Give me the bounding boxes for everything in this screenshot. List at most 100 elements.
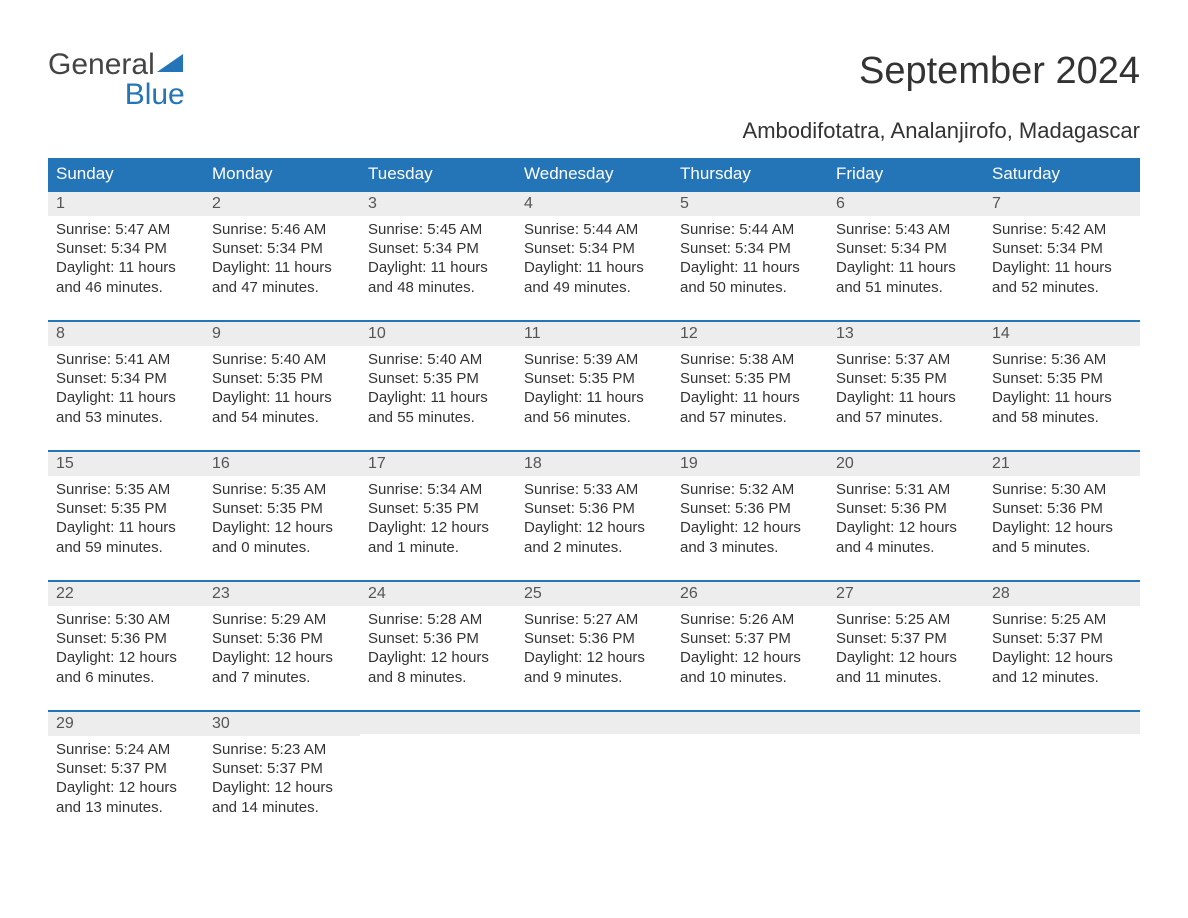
- day-details: Sunrise: 5:32 AMSunset: 5:36 PMDaylight:…: [672, 476, 828, 565]
- daylight-line: Daylight: 12 hours and 10 minutes.: [680, 648, 820, 686]
- logo-text-blue: Blue: [125, 80, 185, 110]
- day-details: Sunrise: 5:38 AMSunset: 5:35 PMDaylight:…: [672, 346, 828, 435]
- sail-icon: [157, 50, 185, 80]
- calendar-day-cell: 18Sunrise: 5:33 AMSunset: 5:36 PMDayligh…: [516, 450, 672, 580]
- day-number: 19: [672, 450, 828, 476]
- sunrise-line: Sunrise: 5:44 AM: [680, 220, 820, 239]
- sunset-line: Sunset: 5:34 PM: [680, 239, 820, 258]
- sunrise-line: Sunrise: 5:34 AM: [368, 480, 508, 499]
- sunrise-line: Sunrise: 5:36 AM: [992, 350, 1132, 369]
- daylight-line: Daylight: 12 hours and 11 minutes.: [836, 648, 976, 686]
- day-details: Sunrise: 5:44 AMSunset: 5:34 PMDaylight:…: [672, 216, 828, 305]
- day-details: Sunrise: 5:23 AMSunset: 5:37 PMDaylight:…: [204, 736, 360, 825]
- daylight-line: Daylight: 11 hours and 52 minutes.: [992, 258, 1132, 296]
- sunrise-line: Sunrise: 5:37 AM: [836, 350, 976, 369]
- sunset-line: Sunset: 5:36 PM: [524, 629, 664, 648]
- sunrise-line: Sunrise: 5:31 AM: [836, 480, 976, 499]
- empty-day-bar: [828, 710, 984, 734]
- day-details: Sunrise: 5:44 AMSunset: 5:34 PMDaylight:…: [516, 216, 672, 305]
- sunrise-line: Sunrise: 5:26 AM: [680, 610, 820, 629]
- calendar-week-row: 22Sunrise: 5:30 AMSunset: 5:36 PMDayligh…: [48, 580, 1140, 710]
- day-number: 7: [984, 190, 1140, 216]
- weekday-header: Monday: [204, 158, 360, 190]
- day-number: 24: [360, 580, 516, 606]
- calendar-day-cell: [984, 710, 1140, 840]
- calendar-day-cell: 15Sunrise: 5:35 AMSunset: 5:35 PMDayligh…: [48, 450, 204, 580]
- calendar-day-cell: 22Sunrise: 5:30 AMSunset: 5:36 PMDayligh…: [48, 580, 204, 710]
- calendar-day-cell: [828, 710, 984, 840]
- daylight-line: Daylight: 11 hours and 50 minutes.: [680, 258, 820, 296]
- calendar-day-cell: 9Sunrise: 5:40 AMSunset: 5:35 PMDaylight…: [204, 320, 360, 450]
- calendar-day-cell: 11Sunrise: 5:39 AMSunset: 5:35 PMDayligh…: [516, 320, 672, 450]
- day-details: Sunrise: 5:25 AMSunset: 5:37 PMDaylight:…: [828, 606, 984, 695]
- sunrise-line: Sunrise: 5:33 AM: [524, 480, 664, 499]
- daylight-line: Daylight: 11 hours and 51 minutes.: [836, 258, 976, 296]
- daylight-line: Daylight: 11 hours and 53 minutes.: [56, 388, 196, 426]
- sunrise-line: Sunrise: 5:25 AM: [836, 610, 976, 629]
- daylight-line: Daylight: 11 hours and 58 minutes.: [992, 388, 1132, 426]
- calendar-day-cell: 2Sunrise: 5:46 AMSunset: 5:34 PMDaylight…: [204, 190, 360, 320]
- day-number: 13: [828, 320, 984, 346]
- sunrise-line: Sunrise: 5:40 AM: [368, 350, 508, 369]
- day-details: Sunrise: 5:31 AMSunset: 5:36 PMDaylight:…: [828, 476, 984, 565]
- empty-day-bar: [984, 710, 1140, 734]
- daylight-line: Daylight: 11 hours and 57 minutes.: [836, 388, 976, 426]
- sunrise-line: Sunrise: 5:30 AM: [992, 480, 1132, 499]
- calendar-week-row: 1Sunrise: 5:47 AMSunset: 5:34 PMDaylight…: [48, 190, 1140, 320]
- sunrise-line: Sunrise: 5:46 AM: [212, 220, 352, 239]
- sunset-line: Sunset: 5:35 PM: [56, 499, 196, 518]
- sunrise-line: Sunrise: 5:40 AM: [212, 350, 352, 369]
- day-details: Sunrise: 5:45 AMSunset: 5:34 PMDaylight:…: [360, 216, 516, 305]
- sunrise-line: Sunrise: 5:27 AM: [524, 610, 664, 629]
- sunset-line: Sunset: 5:35 PM: [992, 369, 1132, 388]
- weekday-header: Thursday: [672, 158, 828, 190]
- sunrise-line: Sunrise: 5:29 AM: [212, 610, 352, 629]
- calendar-day-cell: [516, 710, 672, 840]
- sunset-line: Sunset: 5:34 PM: [212, 239, 352, 258]
- day-details: Sunrise: 5:36 AMSunset: 5:35 PMDaylight:…: [984, 346, 1140, 435]
- sunrise-line: Sunrise: 5:47 AM: [56, 220, 196, 239]
- sunset-line: Sunset: 5:37 PM: [56, 759, 196, 778]
- day-details: Sunrise: 5:24 AMSunset: 5:37 PMDaylight:…: [48, 736, 204, 825]
- sunrise-line: Sunrise: 5:35 AM: [56, 480, 196, 499]
- header: General Blue September 2024: [48, 50, 1140, 110]
- calendar-day-cell: 28Sunrise: 5:25 AMSunset: 5:37 PMDayligh…: [984, 580, 1140, 710]
- day-number: 26: [672, 580, 828, 606]
- sunset-line: Sunset: 5:35 PM: [680, 369, 820, 388]
- day-number: 20: [828, 450, 984, 476]
- weekday-header: Saturday: [984, 158, 1140, 190]
- calendar-day-cell: 24Sunrise: 5:28 AMSunset: 5:36 PMDayligh…: [360, 580, 516, 710]
- calendar-day-cell: 27Sunrise: 5:25 AMSunset: 5:37 PMDayligh…: [828, 580, 984, 710]
- calendar-day-cell: 5Sunrise: 5:44 AMSunset: 5:34 PMDaylight…: [672, 190, 828, 320]
- daylight-line: Daylight: 11 hours and 56 minutes.: [524, 388, 664, 426]
- day-number: 10: [360, 320, 516, 346]
- calendar-week-row: 29Sunrise: 5:24 AMSunset: 5:37 PMDayligh…: [48, 710, 1140, 840]
- calendar-day-cell: 1Sunrise: 5:47 AMSunset: 5:34 PMDaylight…: [48, 190, 204, 320]
- sunrise-line: Sunrise: 5:39 AM: [524, 350, 664, 369]
- sunrise-line: Sunrise: 5:28 AM: [368, 610, 508, 629]
- day-details: Sunrise: 5:46 AMSunset: 5:34 PMDaylight:…: [204, 216, 360, 305]
- calendar-day-cell: 7Sunrise: 5:42 AMSunset: 5:34 PMDaylight…: [984, 190, 1140, 320]
- sunset-line: Sunset: 5:37 PM: [212, 759, 352, 778]
- calendar-week-row: 15Sunrise: 5:35 AMSunset: 5:35 PMDayligh…: [48, 450, 1140, 580]
- sunset-line: Sunset: 5:37 PM: [992, 629, 1132, 648]
- calendar-table: Sunday Monday Tuesday Wednesday Thursday…: [48, 158, 1140, 840]
- sunrise-line: Sunrise: 5:30 AM: [56, 610, 196, 629]
- day-details: Sunrise: 5:30 AMSunset: 5:36 PMDaylight:…: [48, 606, 204, 695]
- calendar-day-cell: 25Sunrise: 5:27 AMSunset: 5:36 PMDayligh…: [516, 580, 672, 710]
- day-details: Sunrise: 5:26 AMSunset: 5:37 PMDaylight:…: [672, 606, 828, 695]
- sunset-line: Sunset: 5:35 PM: [524, 369, 664, 388]
- daylight-line: Daylight: 11 hours and 46 minutes.: [56, 258, 196, 296]
- daylight-line: Daylight: 12 hours and 2 minutes.: [524, 518, 664, 556]
- sunset-line: Sunset: 5:36 PM: [56, 629, 196, 648]
- logo: General Blue: [48, 50, 185, 110]
- sunrise-line: Sunrise: 5:25 AM: [992, 610, 1132, 629]
- sunset-line: Sunset: 5:35 PM: [212, 369, 352, 388]
- daylight-line: Daylight: 12 hours and 14 minutes.: [212, 778, 352, 816]
- daylight-line: Daylight: 12 hours and 8 minutes.: [368, 648, 508, 686]
- daylight-line: Daylight: 11 hours and 49 minutes.: [524, 258, 664, 296]
- sunset-line: Sunset: 5:36 PM: [524, 499, 664, 518]
- day-details: Sunrise: 5:30 AMSunset: 5:36 PMDaylight:…: [984, 476, 1140, 565]
- daylight-line: Daylight: 11 hours and 47 minutes.: [212, 258, 352, 296]
- calendar-week-row: 8Sunrise: 5:41 AMSunset: 5:34 PMDaylight…: [48, 320, 1140, 450]
